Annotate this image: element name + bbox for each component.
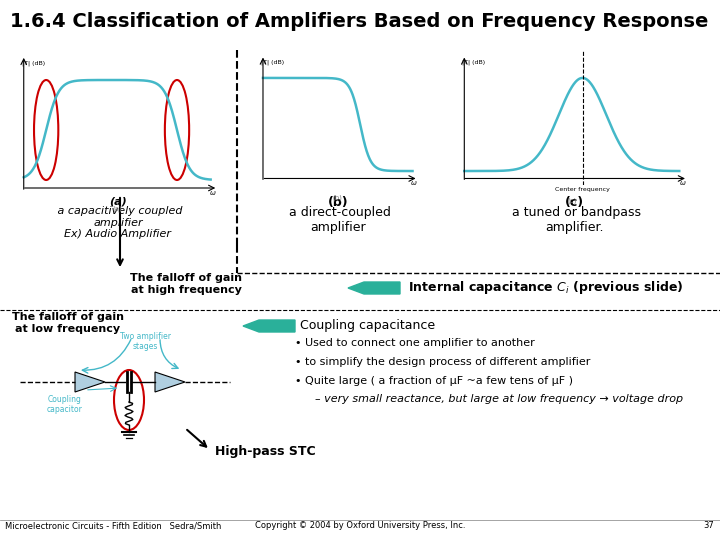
Text: • to simplify the design process of different amplifier: • to simplify the design process of diff… [295, 357, 590, 367]
Text: • Used to connect one amplifier to another: • Used to connect one amplifier to anoth… [295, 338, 535, 348]
Text: Center frequency: Center frequency [555, 187, 610, 192]
Text: |T| (dB): |T| (dB) [22, 60, 45, 65]
Text: (c): (c) [567, 197, 577, 204]
Polygon shape [155, 372, 185, 392]
Text: a tuned or bandpass
amplifier.: a tuned or bandpass amplifier. [508, 206, 641, 234]
Text: ω: ω [411, 180, 417, 186]
Text: ω: ω [680, 180, 685, 186]
Text: (c): (c) [564, 196, 584, 209]
Text: a capacitively coupled
amplifier
Ex) Audio Amplifier: a capacitively coupled amplifier Ex) Aud… [54, 206, 182, 239]
Polygon shape [75, 372, 105, 392]
Text: (a): (a) [109, 196, 127, 206]
Text: Coupling capacitance: Coupling capacitance [300, 320, 435, 333]
Text: Internal capacitance $C_i$ (previous slide): Internal capacitance $C_i$ (previous sli… [408, 280, 684, 296]
FancyArrow shape [348, 282, 400, 294]
Text: (a): (a) [112, 205, 122, 212]
Text: |T| (dB): |T| (dB) [261, 59, 284, 65]
Text: 37: 37 [703, 522, 714, 530]
Text: (b): (b) [328, 196, 348, 209]
Text: High-pass STC: High-pass STC [215, 446, 315, 458]
Text: Coupling
capacitor: Coupling capacitor [47, 395, 83, 414]
Text: |T| (dB): |T| (dB) [462, 59, 485, 65]
Text: 1.6.4 Classification of Amplifiers Based on Frequency Response: 1.6.4 Classification of Amplifiers Based… [10, 12, 708, 31]
Text: Copyright © 2004 by Oxford University Press, Inc.: Copyright © 2004 by Oxford University Pr… [255, 522, 465, 530]
Text: ω: ω [210, 190, 216, 196]
Text: Microelectronic Circuits - Fifth Edition   Sedra/Smith: Microelectronic Circuits - Fifth Edition… [5, 522, 221, 530]
Text: The falloff of gain
at high frequency: The falloff of gain at high frequency [130, 273, 242, 295]
FancyArrow shape [243, 320, 295, 332]
Text: Two amplifier
stages: Two amplifier stages [120, 332, 171, 352]
Text: a direct-coupled
amplifier: a direct-coupled amplifier [285, 206, 391, 234]
Text: (b): (b) [333, 194, 343, 201]
Text: – very small reactance, but large at low frequency → voltage drop: – very small reactance, but large at low… [315, 394, 683, 404]
Text: The falloff of gain
at low frequency: The falloff of gain at low frequency [12, 312, 124, 334]
Text: • Quite large ( a fraction of μF ~a few tens of μF ): • Quite large ( a fraction of μF ~a few … [295, 376, 573, 386]
